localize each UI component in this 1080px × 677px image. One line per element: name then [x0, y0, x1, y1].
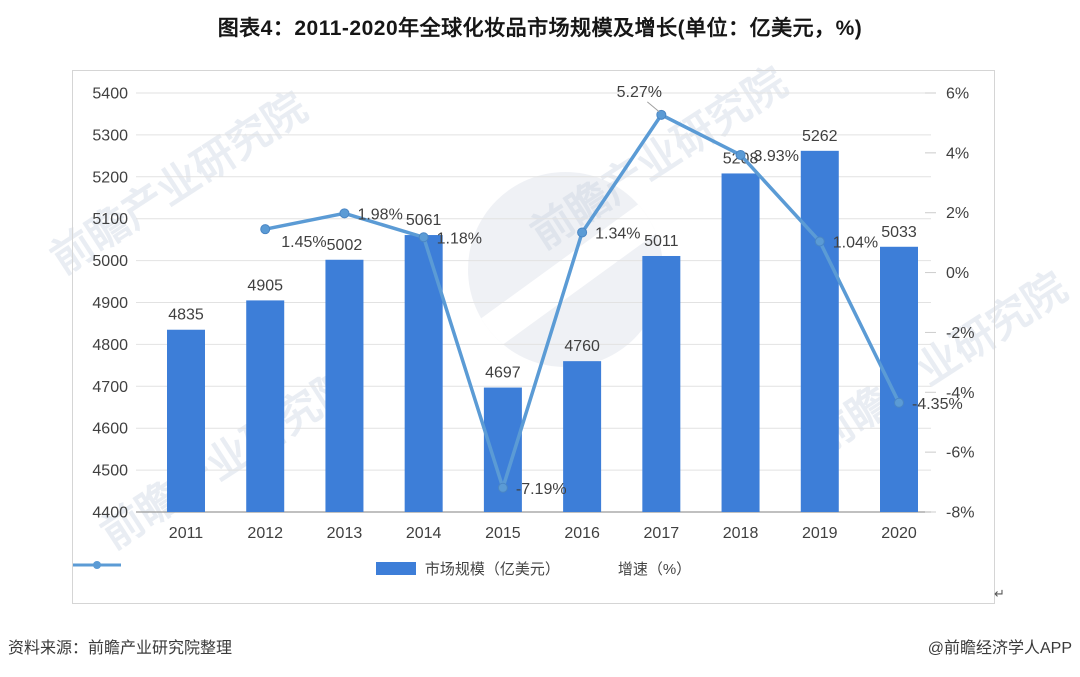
bar-value-label: 5011 — [644, 233, 679, 250]
footer-brand: @前瞻经济学人APP — [927, 640, 1072, 657]
bar-value-label: 4835 — [168, 307, 204, 324]
bar-value-label: 5033 — [881, 224, 917, 241]
x-axis-category-label: 2020 — [881, 525, 917, 542]
growth-value-label: 5.27% — [617, 84, 662, 101]
growth-point — [894, 397, 904, 408]
growth-point — [497, 482, 508, 493]
chart-legend: 市场规模（亿美元） 增速（%） — [73, 558, 994, 579]
growth-point — [735, 149, 746, 160]
left-axis-tick-label: 4700 — [92, 379, 128, 396]
growth-value-label: 1.98% — [357, 206, 402, 223]
footer-source: 资料来源：前瞻产业研究院整理 — [8, 640, 233, 657]
growth-value-label: 1.45% — [281, 234, 326, 251]
left-axis-tick-label: 4600 — [92, 421, 128, 438]
legend-item-market-size: 市场规模（亿美元） — [375, 558, 560, 579]
growth-point — [577, 227, 588, 238]
growth-point — [814, 236, 825, 247]
bar — [325, 259, 364, 512]
right-axis-tick-label: 4% — [946, 145, 969, 162]
growth-point — [260, 224, 271, 235]
x-axis-category-label: 2019 — [802, 525, 838, 542]
bar — [800, 150, 839, 512]
bar — [167, 329, 205, 512]
combo-chart: 5400 5300 5200 5100 5000 4900 4800 4700 4600 4500… — [92, 84, 974, 542]
left-axis-tick-label: 4800 — [92, 337, 128, 354]
left-axis-tick-label: 5400 — [92, 86, 128, 103]
bar-value-label: 5061 — [406, 212, 442, 229]
x-axis-category-label: 2017 — [644, 525, 680, 542]
growth-point — [418, 232, 429, 243]
bar-value-label: 5262 — [802, 128, 838, 145]
watermark-logo-icon — [468, 172, 663, 367]
x-axis-category-label: 2015 — [485, 525, 521, 542]
growth-value-label: 3.93% — [754, 148, 799, 165]
growth-value-label: 1.18% — [437, 230, 482, 247]
bar — [721, 173, 760, 512]
right-axis-tick-label: -8% — [946, 505, 974, 522]
bar-value-label: 4905 — [247, 277, 283, 294]
bar — [246, 300, 285, 512]
left-axis-tick-label: 5200 — [92, 169, 128, 186]
right-axis-tick-label: -6% — [946, 445, 974, 462]
left-axis-tick-label: 4400 — [92, 505, 128, 522]
bar-value-label: 5002 — [327, 237, 363, 254]
chart-title: 图表4：2011-2020年全球化妆品市场规模及增长(单位：亿美元，%) — [217, 17, 863, 40]
left-axis-tick-label: 4900 — [92, 295, 128, 312]
growth-point — [656, 109, 667, 120]
legend-label: 市场规模（亿美元） — [424, 561, 560, 578]
growth-point — [339, 208, 350, 219]
left-axis-tick-label: 5100 — [92, 211, 128, 228]
paragraph-return-mark: ↵ — [994, 586, 1005, 601]
right-axis-tick-label: -4% — [946, 385, 974, 402]
growth-value-label: -7.19% — [516, 481, 567, 498]
bar-series-swatch — [375, 562, 416, 575]
x-axis-category-label: 2012 — [247, 525, 283, 542]
growth-value-label: 1.34% — [595, 225, 640, 242]
bar — [642, 255, 681, 512]
bar-value-label: 4697 — [485, 365, 521, 382]
legend-label: 增速（%） — [617, 561, 692, 578]
right-axis-tick-label: -2% — [946, 325, 974, 342]
growth-value-label: -4.35% — [912, 396, 963, 413]
left-axis-tick-label: 5000 — [92, 253, 128, 270]
growth-value-label: 1.04% — [833, 234, 878, 251]
right-axis-tick-label: 2% — [946, 205, 969, 222]
bar — [563, 361, 602, 512]
right-axis-tick-label: 6% — [946, 86, 969, 103]
x-axis-category-label: 2011 — [169, 525, 204, 542]
label-leader-line — [647, 101, 660, 113]
x-axis-category-label: 2018 — [723, 525, 759, 542]
x-axis-category-label: 2014 — [406, 525, 442, 542]
chart-panel: 5400 5300 5200 5100 5000 4900 4800 4700 4600 4500… — [72, 70, 995, 604]
left-axis-tick-label: 4500 — [92, 463, 128, 480]
x-axis-category-label: 2016 — [564, 525, 600, 542]
right-axis-tick-label: 0% — [946, 265, 969, 282]
x-axis-category-label: 2013 — [327, 525, 363, 542]
left-axis-tick-label: 5300 — [92, 127, 128, 144]
bar-value-label: 4760 — [564, 338, 600, 355]
legend-item-growth: 增速（%） — [73, 558, 692, 579]
line-series-swatch — [73, 561, 121, 569]
